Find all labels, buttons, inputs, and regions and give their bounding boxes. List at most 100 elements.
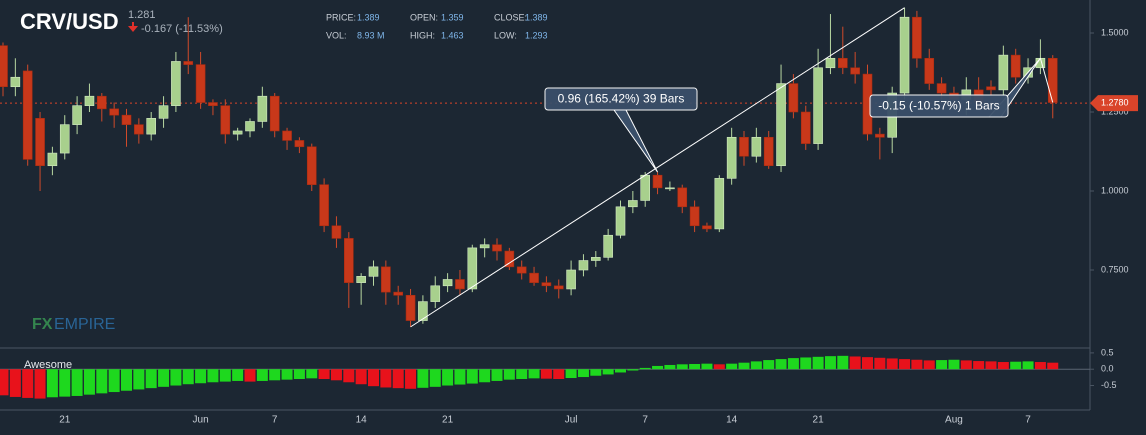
- indicator-bar: [219, 369, 231, 382]
- candle-body: [430, 285, 441, 302]
- indicator-bar: [701, 363, 713, 370]
- indicator-name: Awesome: [24, 359, 72, 371]
- indicator-bar: [985, 361, 997, 370]
- candle-body: [59, 124, 70, 154]
- candle-body: [455, 279, 465, 290]
- indicator-bar: [170, 369, 182, 386]
- indicator-bar: [899, 359, 911, 370]
- candle-body: [22, 70, 33, 160]
- callout-text: 0.96 (165.42%) 39 Bars: [558, 92, 685, 106]
- candle-body: [739, 136, 749, 157]
- candle-body: [603, 234, 613, 258]
- indicator-y-tick-label: 0.5: [1101, 347, 1114, 357]
- indicator-bar: [158, 369, 170, 387]
- stat-value: 1.389: [525, 12, 548, 22]
- candle-body: [306, 146, 317, 185]
- candle-body: [837, 57, 848, 69]
- candle-body: [442, 279, 453, 287]
- candle-body: [393, 291, 404, 296]
- candle-body: [665, 187, 675, 190]
- candle-body: [72, 105, 82, 125]
- candle-body: [1010, 54, 1021, 78]
- candle-body: [986, 86, 996, 91]
- indicator-bar: [615, 369, 626, 373]
- indicator-bar: [689, 363, 701, 370]
- indicator-bar: [516, 369, 528, 379]
- candle-body: [776, 83, 786, 167]
- indicator-bar: [318, 369, 330, 379]
- indicator-bar: [1022, 361, 1034, 370]
- y-tick-label: 0.7500: [1101, 264, 1129, 274]
- stat-label: PRICE:: [326, 12, 356, 22]
- indicator-bar: [256, 369, 268, 381]
- indicator-bar: [775, 359, 787, 370]
- candle-body: [504, 250, 515, 268]
- price-tag: [1090, 95, 1138, 112]
- indicator-bar: [293, 369, 305, 379]
- indicator-bar: [96, 369, 108, 394]
- indicator-bar: [627, 369, 639, 371]
- candle-body: [97, 95, 107, 110]
- indicator-bar: [207, 369, 219, 383]
- indicator-bar: [713, 364, 725, 370]
- candle-body: [269, 95, 280, 132]
- candle-body: [220, 105, 231, 135]
- indicator-bar: [664, 364, 676, 370]
- indicator-bar: [862, 357, 873, 370]
- indicator-bar: [787, 358, 799, 370]
- y-tick-label: 1.0000: [1101, 185, 1129, 195]
- x-tick-label: 14: [356, 415, 368, 426]
- candle-body: [516, 266, 527, 274]
- candle-body: [850, 67, 860, 75]
- indicator-bar: [269, 369, 281, 381]
- candle-body: [479, 244, 490, 249]
- indicator-bar: [837, 355, 849, 370]
- indicator-bar: [380, 369, 392, 388]
- indicator-bar: [602, 369, 614, 375]
- indicator-bar: [0, 369, 9, 396]
- candle-body: [640, 174, 651, 201]
- candle-body: [84, 95, 95, 106]
- indicator-bar: [676, 364, 688, 370]
- x-tick-label: 21: [442, 415, 454, 426]
- candle-body: [825, 57, 836, 69]
- indicator-bar: [503, 369, 515, 380]
- candle-body: [689, 206, 700, 227]
- candle-body: [368, 266, 379, 277]
- candle-body: [294, 140, 305, 148]
- indicator-bar: [182, 369, 194, 385]
- indicator-bar: [800, 357, 812, 370]
- price-change: -0.167 (-11.53%): [141, 23, 223, 35]
- indicator-bar: [960, 360, 972, 370]
- indicator-bar: [652, 365, 664, 370]
- stat-value: 8.93 M: [357, 30, 385, 40]
- indicator-bar: [145, 369, 157, 389]
- x-tick-label: Jul: [565, 415, 578, 426]
- candle-body: [183, 61, 194, 65]
- indicator-bar: [491, 369, 503, 381]
- indicator-bar: [343, 369, 355, 383]
- indicator-bar: [738, 362, 750, 370]
- candle-body: [492, 244, 502, 252]
- indicator-y-tick-label: 0.0: [1101, 364, 1114, 374]
- candle-body: [924, 57, 935, 84]
- candle-body: [418, 301, 428, 321]
- chart-title: CRV/USD: [20, 9, 119, 34]
- candle-body: [566, 269, 576, 290]
- callout-box: [869, 94, 1009, 118]
- candle-body: [35, 118, 45, 167]
- candle-body: [331, 225, 342, 239]
- indicator-y-tick-label: -0.5: [1101, 380, 1117, 390]
- indicator-bar: [726, 363, 738, 370]
- indicator-bar: [1034, 362, 1046, 370]
- candle-body: [381, 266, 391, 293]
- indicator-bar: [46, 369, 58, 398]
- indicator-bar: [22, 369, 34, 398]
- indicator-bar: [195, 369, 207, 384]
- candle-body: [47, 152, 58, 167]
- candle-body: [343, 238, 354, 283]
- stat-label: CLOSE:: [494, 12, 527, 22]
- candle-body: [245, 121, 255, 132]
- callout-text: -0.15 (-10.57%) 1 Bars: [878, 99, 999, 113]
- watermark-empire: EMPIRE: [54, 316, 115, 333]
